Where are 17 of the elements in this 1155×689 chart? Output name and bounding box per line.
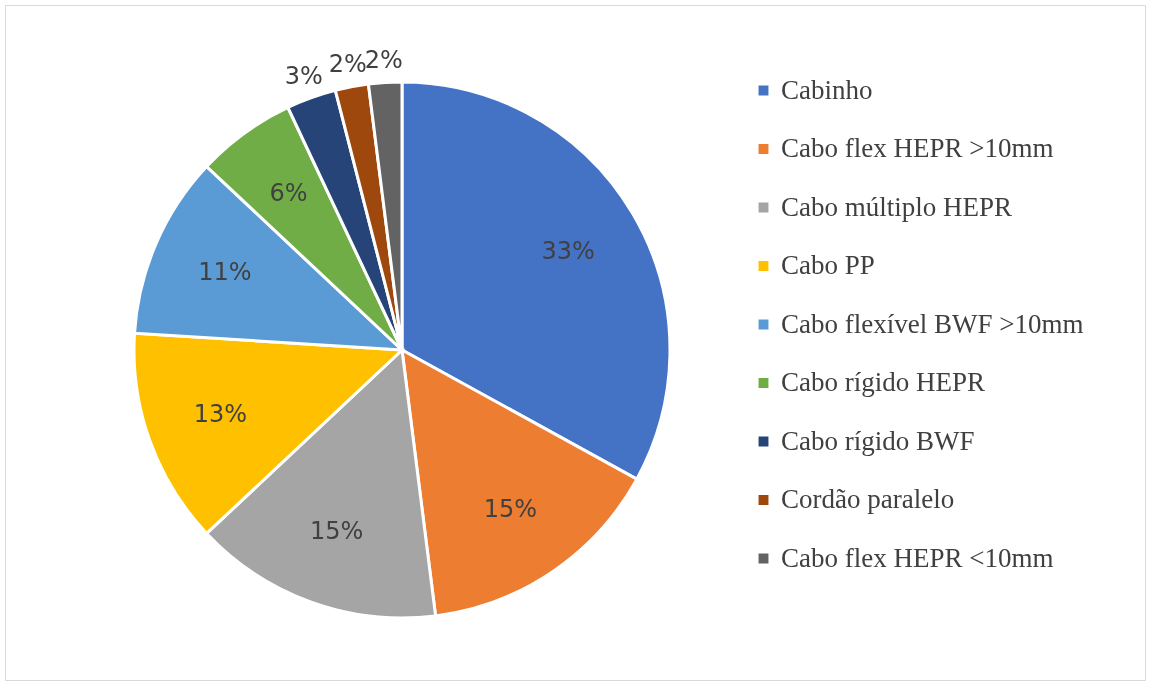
data-label: 33%	[541, 236, 595, 265]
legend-label: Cabo PP	[781, 250, 875, 280]
legend-label: Cabo rígido HEPR	[781, 367, 986, 397]
legend-label: Cabo flexível BWF >10mm	[781, 308, 1084, 339]
data-label: 13%	[193, 400, 248, 429]
legend-label: Cabinho	[781, 74, 873, 105]
legend-label: Cordão paralelo	[781, 484, 955, 514]
data-label: 2%	[328, 50, 367, 79]
legend-label: Cabo flex HEPR >10mm	[781, 133, 1054, 163]
data-label: 11%	[198, 258, 252, 287]
data-label: 3%	[284, 62, 323, 91]
data-label: 15%	[483, 494, 538, 523]
legend-label: Cabo flex HEPR <10mm	[781, 542, 1054, 573]
legend-label: Cabo rígido BWF	[781, 425, 975, 456]
legend-label: Cabo múltiplo HEPR	[781, 191, 1013, 222]
data-label: 6%	[269, 178, 308, 207]
data-label: 15%	[309, 516, 364, 545]
